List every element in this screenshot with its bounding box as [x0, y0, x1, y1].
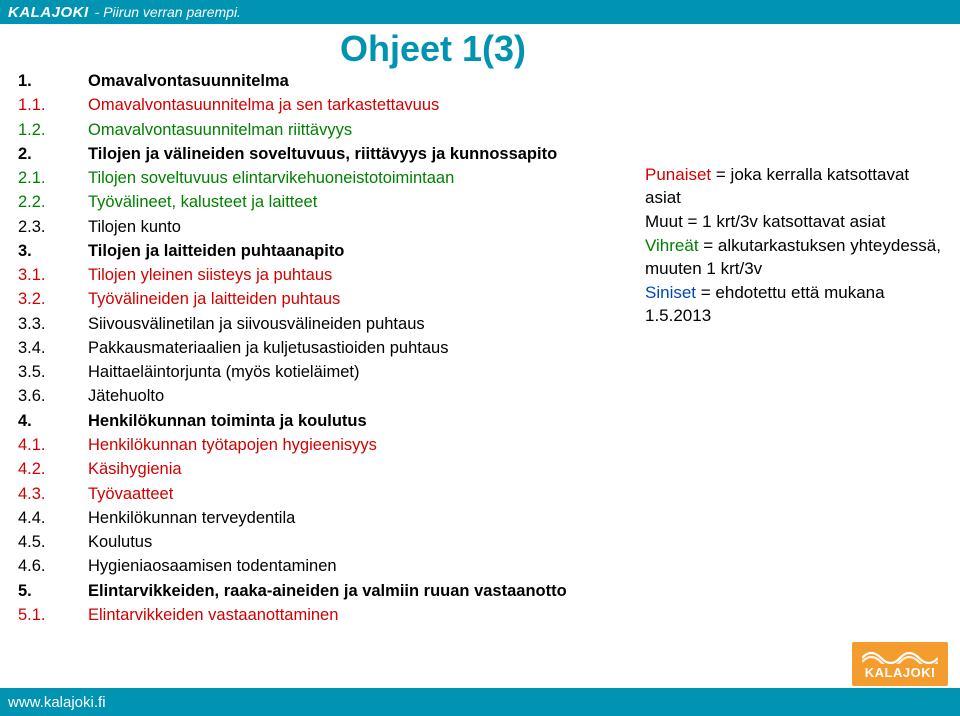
- list-item-number: 3.3.: [18, 313, 88, 335]
- list-item-text: Tilojen ja laitteiden puhtaanapito: [88, 240, 638, 262]
- list-item-number: 2.2.: [18, 191, 88, 213]
- list-item-number: 4.1.: [18, 434, 88, 456]
- list-item: 1.Omavalvontasuunnitelma: [18, 70, 638, 92]
- page-title: Ohjeet 1(3): [340, 28, 526, 70]
- list-item-number: 3.2.: [18, 288, 88, 310]
- list-item: 1.2.Omavalvontasuunnitelman riittävyys: [18, 119, 638, 141]
- legend-prefix: Vihreät: [645, 236, 699, 255]
- list-item-text: Hygieniaosaamisen todentaminen: [88, 555, 638, 577]
- list-item-number: 3.1.: [18, 264, 88, 286]
- list-item-number: 3.5.: [18, 361, 88, 383]
- list-item: 3.6.Jätehuolto: [18, 385, 638, 407]
- list-item-number: 1.: [18, 70, 88, 92]
- list-item: 4.6.Hygieniaosaamisen todentaminen: [18, 555, 638, 577]
- list-item: 4.3.Työvaatteet: [18, 483, 638, 505]
- list-item: 3.3.Siivousvälinetilan ja siivousvälinei…: [18, 313, 638, 335]
- list-item-number: 3.4.: [18, 337, 88, 359]
- list-item: 2.Tilojen ja välineiden soveltuvuus, rii…: [18, 143, 638, 165]
- footer-url: www.kalajoki.fi: [8, 694, 106, 711]
- list-item-number: 4.3.: [18, 483, 88, 505]
- list-item-number: 4.5.: [18, 531, 88, 553]
- list-item-text: Siivousvälinetilan ja siivousvälineiden …: [88, 313, 638, 335]
- list-item: 4.4.Henkilökunnan terveydentila: [18, 507, 638, 529]
- list-item: 2.2.Työvälineet, kalusteet ja laitteet: [18, 191, 638, 213]
- logo-text: KALAJOKI: [865, 665, 935, 680]
- legend-row: Punaiset = joka kerralla katsottavat asi…: [645, 164, 945, 210]
- list-item-number: 1.1.: [18, 94, 88, 116]
- list-item-text: Jätehuolto: [88, 385, 638, 407]
- list-item: 2.1.Tilojen soveltuvuus elintarvikehuone…: [18, 167, 638, 189]
- list-item-text: Elintarvikkeiden vastaanottaminen: [88, 604, 638, 626]
- legend: Punaiset = joka kerralla katsottavat asi…: [645, 164, 945, 329]
- list-item-text: Työvälineiden ja laitteiden puhtaus: [88, 288, 638, 310]
- list-item: 4.Henkilökunnan toiminta ja koulutus: [18, 410, 638, 432]
- list-item-text: Haittaeläintorjunta (myös kotieläimet): [88, 361, 638, 383]
- legend-prefix: Punaiset: [645, 165, 711, 184]
- content-list: 1.Omavalvontasuunnitelma1.1.Omavalvontas…: [18, 70, 638, 628]
- list-item-text: Työvaatteet: [88, 483, 638, 505]
- list-item-text: Tilojen kunto: [88, 216, 638, 238]
- list-item-text: Käsihygienia: [88, 458, 638, 480]
- list-item-text: Tilojen soveltuvuus elintarvikehuoneisto…: [88, 167, 638, 189]
- list-item-number: 2.1.: [18, 167, 88, 189]
- list-item: 5.1.Elintarvikkeiden vastaanottaminen: [18, 604, 638, 626]
- list-item-number: 5.: [18, 580, 88, 602]
- list-item: 3.4.Pakkausmateriaalien ja kuljetusastio…: [18, 337, 638, 359]
- list-item-text: Työvälineet, kalusteet ja laitteet: [88, 191, 638, 213]
- list-item-number: 2.: [18, 143, 88, 165]
- list-item: 4.1.Henkilökunnan työtapojen hygieenisyy…: [18, 434, 638, 456]
- logo: KALAJOKI: [852, 642, 948, 686]
- list-item: 3.5.Haittaeläintorjunta (myös kotieläime…: [18, 361, 638, 383]
- legend-text: Muut = 1 krt/3v katsottavat asiat: [645, 212, 885, 231]
- list-item-number: 1.2.: [18, 119, 88, 141]
- list-item-text: Omavalvontasuunnitelma ja sen tarkastett…: [88, 94, 638, 116]
- list-item-number: 4.: [18, 410, 88, 432]
- list-item: 1.1.Omavalvontasuunnitelma ja sen tarkas…: [18, 94, 638, 116]
- list-item: 4.2.Käsihygienia: [18, 458, 638, 480]
- header-bar: KALAJOKI - Piirun verran parempi.: [0, 0, 960, 24]
- slide: KALAJOKI - Piirun verran parempi. Ohjeet…: [0, 0, 960, 716]
- list-item-text: Tilojen yleinen siisteys ja puhtaus: [88, 264, 638, 286]
- list-item-text: Pakkausmateriaalien ja kuljetusastioiden…: [88, 337, 638, 359]
- list-item: 4.5.Koulutus: [18, 531, 638, 553]
- list-item-number: 3.: [18, 240, 88, 262]
- list-item-number: 2.3.: [18, 216, 88, 238]
- footer-bar: www.kalajoki.fi: [0, 688, 960, 716]
- legend-row: Siniset = ehdotettu että mukana 1.5.2013: [645, 282, 945, 328]
- legend-row: Muut = 1 krt/3v katsottavat asiat: [645, 211, 945, 234]
- list-item-text: Omavalvontasuunnitelman riittävyys: [88, 119, 638, 141]
- list-item-text: Omavalvontasuunnitelma: [88, 70, 638, 92]
- legend-row: Vihreät = alkutarkastuksen yhteydessä, m…: [645, 235, 945, 281]
- wave-icon: [862, 648, 938, 664]
- legend-prefix: Siniset: [645, 283, 696, 302]
- list-item-text: Tilojen ja välineiden soveltuvuus, riitt…: [88, 143, 638, 165]
- list-item-text: Henkilökunnan toiminta ja koulutus: [88, 410, 638, 432]
- list-item-number: 4.2.: [18, 458, 88, 480]
- list-item: 5.Elintarvikkeiden, raaka-aineiden ja va…: [18, 580, 638, 602]
- list-item-number: 4.4.: [18, 507, 88, 529]
- list-item-text: Elintarvikkeiden, raaka-aineiden ja valm…: [88, 580, 638, 602]
- list-item-number: 5.1.: [18, 604, 88, 626]
- list-item: 3.2.Työvälineiden ja laitteiden puhtaus: [18, 288, 638, 310]
- list-item-text: Henkilökunnan terveydentila: [88, 507, 638, 529]
- list-item-text: Koulutus: [88, 531, 638, 553]
- list-item-text: Henkilökunnan työtapojen hygieenisyys: [88, 434, 638, 456]
- list-item: 3.1.Tilojen yleinen siisteys ja puhtaus: [18, 264, 638, 286]
- list-item-number: 4.6.: [18, 555, 88, 577]
- list-item: 3.Tilojen ja laitteiden puhtaanapito: [18, 240, 638, 262]
- list-item: 2.3.Tilojen kunto: [18, 216, 638, 238]
- header-brand: KALAJOKI: [8, 4, 89, 21]
- list-item-number: 3.6.: [18, 385, 88, 407]
- header-tagline: - Piirun verran parempi.: [95, 4, 241, 20]
